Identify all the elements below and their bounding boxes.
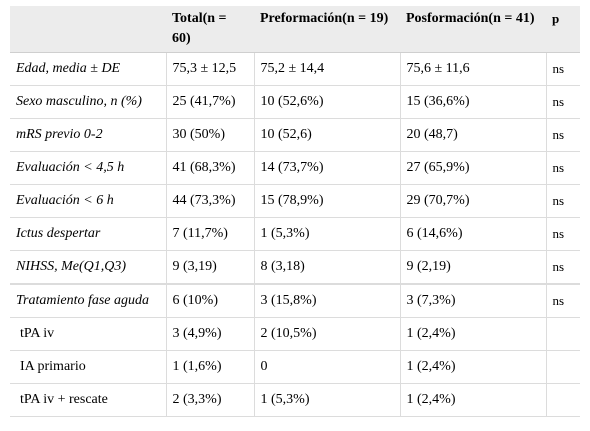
row-label: tPA iv — [10, 317, 167, 351]
cell-p — [546, 317, 580, 351]
spacer-row — [10, 283, 580, 285]
cell-total: 41 (68,3%) — [166, 151, 255, 185]
table-row: Evaluación < 4,5 h 41 (68,3%) 14 (73,7%)… — [10, 151, 580, 185]
table-row: mRS previo 0-2 30 (50%) 10 (52,6) 20 (48… — [10, 118, 580, 152]
cell-pre: 1 (5,3%) — [254, 217, 401, 251]
cell-p — [546, 350, 580, 384]
spacer-cell — [166, 283, 255, 285]
cell-p — [546, 383, 580, 417]
spacer-cell — [546, 283, 580, 285]
row-label: NIHSS, Me(Q1,Q3) — [10, 250, 167, 284]
cell-pre: 8 (3,18) — [254, 250, 401, 284]
cell-total: 44 (73,3%) — [166, 184, 255, 218]
table-row: tPA iv 3 (4,9%) 2 (10,5%) 1 (2,4%) — [10, 317, 580, 351]
cell-p: ns — [546, 217, 580, 251]
cell-total: 7 (11,7%) — [166, 217, 255, 251]
table-container: Total(n = 60) Preformación(n = 19) Posfo… — [10, 6, 580, 417]
cell-p: ns — [546, 118, 580, 152]
header-row: Total(n = 60) Preformación(n = 19) Posfo… — [10, 6, 580, 53]
header-cell-total: Total(n = 60) — [166, 6, 254, 53]
cell-total: 75,3 ± 12,5 — [166, 52, 255, 86]
cell-p: ns — [546, 52, 580, 86]
cell-total: 30 (50%) — [166, 118, 255, 152]
data-table: Total(n = 60) Preformación(n = 19) Posfo… — [10, 6, 580, 417]
spacer-cell — [400, 283, 547, 285]
cell-pre: 10 (52,6%) — [254, 85, 401, 119]
row-label: mRS previo 0-2 — [10, 118, 167, 152]
header-cell-pos: Posformación(n = 41) — [400, 6, 546, 53]
table-row: Ictus despertar 7 (11,7%) 1 (5,3%) 6 (14… — [10, 217, 580, 251]
row-label: IA primario — [10, 350, 167, 384]
cell-pre: 14 (73,7%) — [254, 151, 401, 185]
cell-p: ns — [546, 184, 580, 218]
row-label: Evaluación < 4,5 h — [10, 151, 167, 185]
cell-p: ns — [546, 151, 580, 185]
cell-pos: 6 (14,6%) — [400, 217, 547, 251]
cell-pos: 9 (2,19) — [400, 250, 547, 284]
cell-pre: 75,2 ± 14,4 — [254, 52, 401, 86]
cell-total: 9 (3,19) — [166, 250, 255, 284]
row-label: Sexo masculino, n (%) — [10, 85, 167, 119]
cell-pre: 0 — [254, 350, 401, 384]
spacer-cell — [254, 283, 401, 285]
table-row: Tratamiento fase aguda 6 (10%) 3 (15,8%)… — [10, 284, 580, 318]
cell-pre: 10 (52,6) — [254, 118, 401, 152]
cell-pos: 75,6 ± 11,6 — [400, 52, 547, 86]
table-row: Evaluación < 6 h 44 (73,3%) 15 (78,9%) 2… — [10, 184, 580, 218]
cell-pos: 1 (2,4%) — [400, 317, 547, 351]
table-row: Sexo masculino, n (%) 25 (41,7%) 10 (52,… — [10, 85, 580, 119]
header-cell-p: p — [546, 6, 580, 53]
table-row: IA primario 1 (1,6%) 0 1 (2,4%) — [10, 350, 580, 384]
table-body: Edad, media ± DE 75,3 ± 12,5 75,2 ± 14,4… — [10, 52, 580, 417]
cell-pos: 1 (2,4%) — [400, 383, 547, 417]
cell-pos: 27 (65,9%) — [400, 151, 547, 185]
header-cell-pre: Preformación(n = 19) — [254, 6, 400, 53]
cell-p: ns — [546, 250, 580, 284]
cell-total: 25 (41,7%) — [166, 85, 255, 119]
spacer-cell — [10, 283, 167, 285]
cell-pos: 3 (7,3%) — [400, 284, 547, 318]
table-row: NIHSS, Me(Q1,Q3) 9 (3,19) 8 (3,18) 9 (2,… — [10, 250, 580, 284]
cell-pos: 29 (70,7%) — [400, 184, 547, 218]
cell-total: 1 (1,6%) — [166, 350, 255, 384]
cell-pre: 1 (5,3%) — [254, 383, 401, 417]
cell-pre: 15 (78,9%) — [254, 184, 401, 218]
table-header: Total(n = 60) Preformación(n = 19) Posfo… — [10, 6, 580, 53]
row-label: Edad, media ± DE — [10, 52, 167, 86]
row-label: Tratamiento fase aguda — [10, 284, 167, 318]
cell-p: ns — [546, 85, 580, 119]
table-row: tPA iv + rescate 2 (3,3%) 1 (5,3%) 1 (2,… — [10, 383, 580, 417]
cell-pre: 2 (10,5%) — [254, 317, 401, 351]
cell-total: 6 (10%) — [166, 284, 255, 318]
row-label: tPA iv + rescate — [10, 383, 167, 417]
row-label: Evaluación < 6 h — [10, 184, 167, 218]
header-cell-label — [10, 6, 166, 53]
cell-total: 2 (3,3%) — [166, 383, 255, 417]
cell-total: 3 (4,9%) — [166, 317, 255, 351]
cell-pos: 20 (48,7) — [400, 118, 547, 152]
cell-pre: 3 (15,8%) — [254, 284, 401, 318]
cell-pos: 1 (2,4%) — [400, 350, 547, 384]
cell-pos: 15 (36,6%) — [400, 85, 547, 119]
row-label: Ictus despertar — [10, 217, 167, 251]
table-row: Edad, media ± DE 75,3 ± 12,5 75,2 ± 14,4… — [10, 52, 580, 86]
cell-p: ns — [546, 284, 580, 318]
